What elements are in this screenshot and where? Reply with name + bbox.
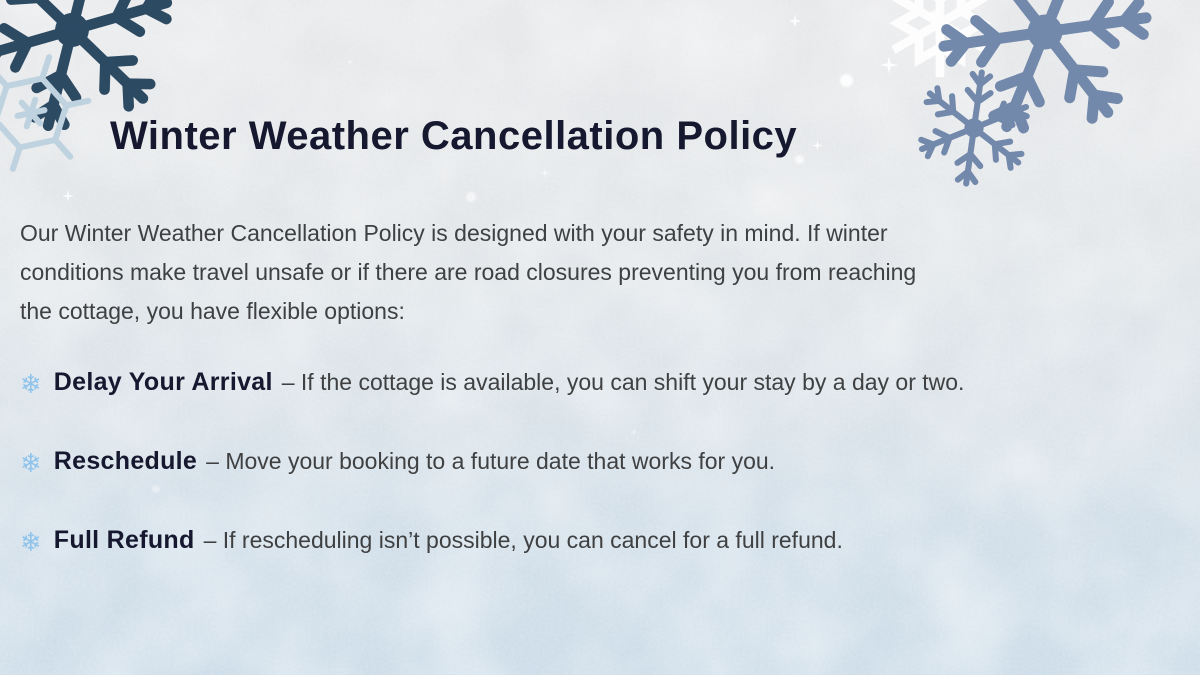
bullet-label: Delay Your Arrival xyxy=(53,368,273,396)
slide-title: Winter Weather Cancellation Policy xyxy=(110,114,798,158)
policy-bullet-delay-arrival: ❄ Delay Your Arrival – If the cottage is… xyxy=(20,368,1140,402)
policy-bullet-full-refund: ❄ Full Refund – If rescheduling isn’t po… xyxy=(20,526,1140,560)
snowflake-bullet-icon: ❄ xyxy=(20,370,42,400)
policy-options-list: ❄ Delay Your Arrival – If the cottage is… xyxy=(20,368,1140,605)
snowflake-bullet-icon: ❄ xyxy=(20,449,42,479)
snowflake-bullet-icon: ❄ xyxy=(20,528,42,558)
bullet-text: – If rescheduling isn’t possible, you ca… xyxy=(203,527,843,553)
policy-bullet-reschedule: ❄ Reschedule – Move your booking to a fu… xyxy=(20,447,1140,481)
bullet-label: Full Refund xyxy=(53,526,195,554)
bullet-text: – Move your booking to a future date tha… xyxy=(206,448,776,474)
intro-paragraph: Our Winter Weather Cancellation Policy i… xyxy=(20,220,917,324)
bullet-label: Reschedule xyxy=(53,447,198,475)
bullet-text: – If the cottage is available, you can s… xyxy=(281,369,965,395)
